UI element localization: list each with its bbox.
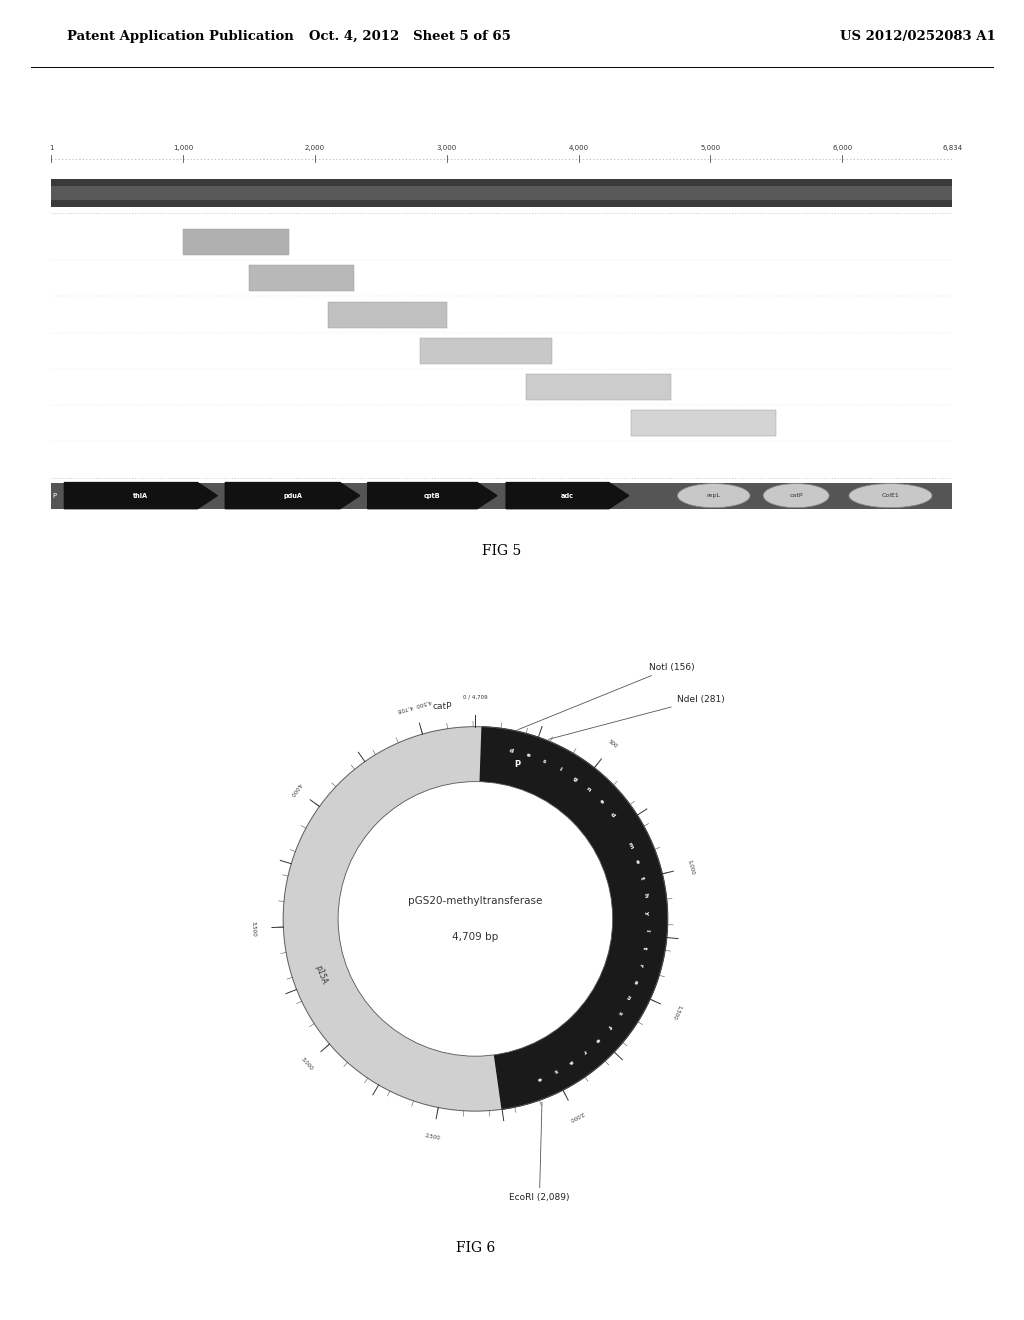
Text: Oct. 4, 2012   Sheet 5 of 65: Oct. 4, 2012 Sheet 5 of 65 bbox=[308, 30, 511, 42]
Bar bbox=[51, 178, 952, 207]
Text: s: s bbox=[542, 759, 547, 764]
Text: f: f bbox=[606, 1024, 612, 1030]
Polygon shape bbox=[284, 727, 502, 1111]
Polygon shape bbox=[506, 483, 629, 508]
Text: 5,000: 5,000 bbox=[700, 145, 721, 152]
Text: p15A: p15A bbox=[313, 965, 329, 986]
Text: a: a bbox=[567, 1059, 573, 1065]
Text: r: r bbox=[582, 1048, 588, 1055]
Text: 3,000: 3,000 bbox=[436, 145, 457, 152]
Text: l: l bbox=[644, 929, 649, 932]
Text: adc: adc bbox=[561, 492, 573, 499]
Text: US 2012/0252083 A1: US 2012/0252083 A1 bbox=[840, 30, 995, 42]
Circle shape bbox=[338, 781, 612, 1056]
Text: 6,000: 6,000 bbox=[833, 145, 852, 152]
Text: i: i bbox=[558, 767, 562, 772]
Polygon shape bbox=[368, 483, 497, 508]
Bar bbox=[51, 483, 952, 508]
Ellipse shape bbox=[678, 483, 750, 508]
Text: pGS20-methyltransferase: pGS20-methyltransferase bbox=[409, 895, 543, 906]
Text: g: g bbox=[571, 776, 578, 783]
Text: catP: catP bbox=[432, 702, 452, 710]
Ellipse shape bbox=[849, 483, 932, 508]
Text: e: e bbox=[634, 858, 640, 865]
Text: h: h bbox=[643, 892, 648, 898]
Text: cptB: cptB bbox=[424, 492, 440, 499]
Text: a: a bbox=[632, 978, 638, 983]
Polygon shape bbox=[65, 483, 217, 508]
Text: 4,709 bp: 4,709 bp bbox=[453, 932, 499, 942]
Bar bbox=[249, 265, 354, 292]
Text: Patent Application Publication: Patent Application Publication bbox=[67, 30, 293, 42]
Text: 1,000: 1,000 bbox=[173, 145, 194, 152]
Text: 500: 500 bbox=[607, 739, 618, 750]
Text: e: e bbox=[525, 752, 530, 759]
Bar bbox=[51, 186, 952, 199]
Text: n: n bbox=[585, 787, 592, 793]
Bar bbox=[632, 411, 776, 437]
Text: P: P bbox=[515, 760, 520, 770]
Text: s: s bbox=[616, 1010, 623, 1015]
Text: 1: 1 bbox=[49, 145, 53, 152]
Text: FIG 6: FIG 6 bbox=[456, 1241, 495, 1255]
Bar bbox=[183, 230, 289, 255]
Text: 4,000: 4,000 bbox=[568, 145, 589, 152]
Text: catP: catP bbox=[790, 494, 803, 498]
Text: e: e bbox=[537, 1074, 543, 1081]
Text: n: n bbox=[625, 994, 632, 1001]
Text: t: t bbox=[639, 876, 645, 880]
Text: thlA: thlA bbox=[133, 492, 148, 499]
Text: 4,000: 4,000 bbox=[289, 781, 302, 797]
Text: 4,500  4,708: 4,500 4,708 bbox=[396, 698, 432, 713]
Bar bbox=[421, 338, 552, 364]
Text: NotI (156): NotI (156) bbox=[518, 663, 695, 730]
Text: NdeI (281): NdeI (281) bbox=[549, 694, 725, 739]
Text: P: P bbox=[52, 492, 56, 499]
Polygon shape bbox=[480, 727, 668, 1109]
Text: d: d bbox=[609, 812, 615, 818]
Text: FIG 5: FIG 5 bbox=[482, 544, 521, 558]
Text: pduA: pduA bbox=[283, 492, 302, 499]
Text: 0 / 4,709: 0 / 4,709 bbox=[463, 694, 487, 700]
Text: e: e bbox=[594, 1036, 601, 1043]
Text: 3,500: 3,500 bbox=[251, 920, 256, 936]
Text: r: r bbox=[638, 962, 644, 966]
Text: 3,000: 3,000 bbox=[300, 1056, 314, 1071]
Text: e: e bbox=[598, 799, 604, 805]
Bar bbox=[526, 374, 671, 400]
Text: repL: repL bbox=[707, 494, 721, 498]
Text: 6,834: 6,834 bbox=[942, 145, 963, 152]
Bar bbox=[328, 301, 446, 327]
Text: ColE1: ColE1 bbox=[882, 494, 899, 498]
Text: s: s bbox=[553, 1068, 558, 1073]
Text: 1,500: 1,500 bbox=[672, 1003, 683, 1020]
Text: 2,000: 2,000 bbox=[568, 1110, 585, 1122]
Text: 2,500: 2,500 bbox=[424, 1133, 440, 1140]
Polygon shape bbox=[225, 483, 359, 508]
Text: 2,000: 2,000 bbox=[305, 145, 325, 152]
Ellipse shape bbox=[763, 483, 829, 508]
Text: y: y bbox=[644, 911, 649, 915]
Text: m: m bbox=[627, 841, 634, 849]
Text: d: d bbox=[508, 748, 514, 754]
Text: 1,000: 1,000 bbox=[687, 858, 695, 875]
Text: EcoRI (2,089): EcoRI (2,089) bbox=[509, 1102, 569, 1203]
Text: t: t bbox=[642, 945, 647, 949]
